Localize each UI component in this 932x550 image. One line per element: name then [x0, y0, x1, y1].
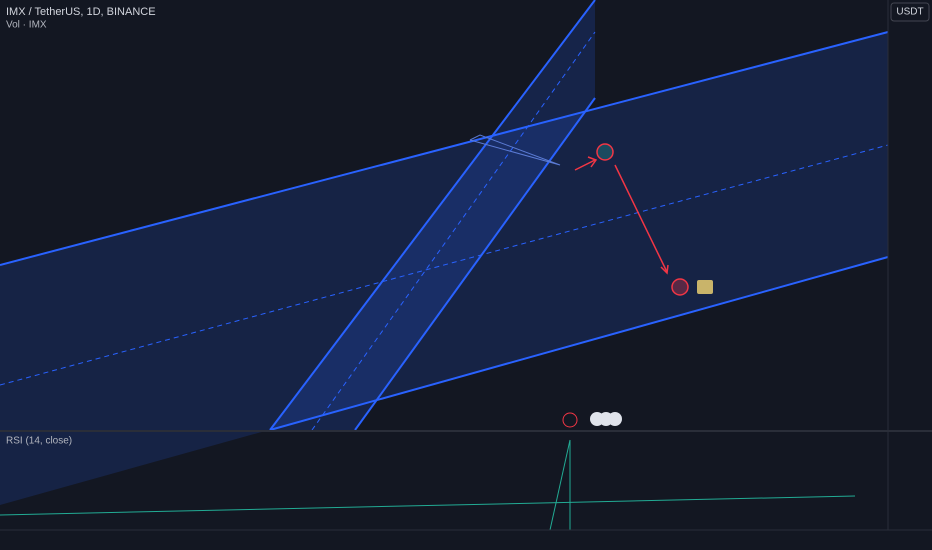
target-circle [671, 278, 689, 296]
rsi-title: RSI (14, close) [6, 436, 72, 447]
channel-lower [269, 256, 889, 431]
steep-channel-mid [311, 31, 596, 431]
arrow-head [660, 264, 669, 275]
triangle [469, 134, 561, 166]
arrow [614, 164, 668, 273]
event-icon [608, 412, 622, 426]
channel-upper [0, 31, 889, 266]
channel-mid [0, 144, 889, 386]
steep-channel-right [354, 97, 596, 431]
drawings [0, 0, 889, 531]
arrow [574, 159, 596, 171]
arrow-head [587, 156, 598, 168]
target-circle [596, 143, 614, 161]
volume-label: Vol · IMX [6, 20, 47, 31]
event-icon [562, 412, 578, 428]
currency-box[interactable] [890, 2, 930, 22]
rsi-drawing [549, 439, 571, 531]
rsi-trendline [0, 495, 856, 516]
chart-title: IMX / TetherUS, 1D, BINANCE [6, 6, 156, 18]
channel-fill [0, 32, 888, 505]
icon [697, 280, 713, 294]
currency[interactable]: USDT [896, 7, 923, 18]
steep-channel-left [269, 0, 596, 431]
